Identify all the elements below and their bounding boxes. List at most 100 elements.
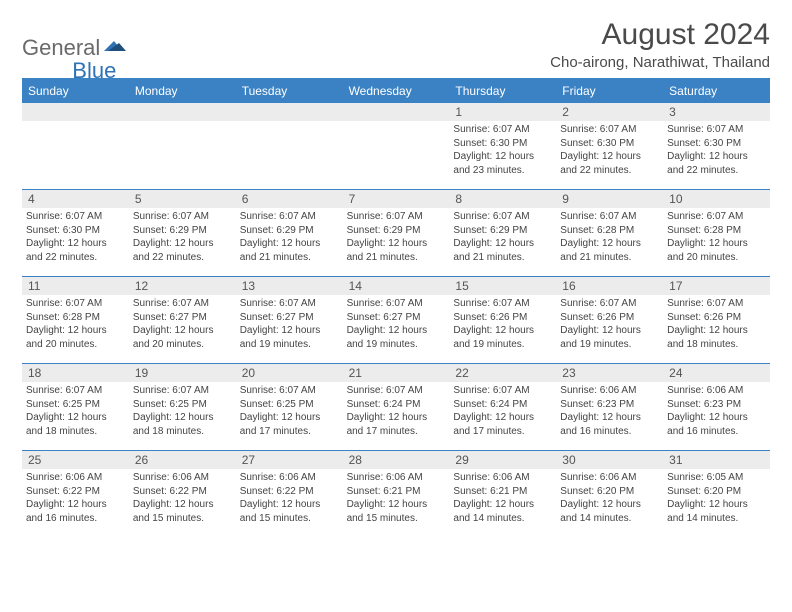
daylight-text: and 23 minutes. — [453, 164, 552, 178]
day-cell: 24Sunrise: 6:06 AMSunset: 6:23 PMDayligh… — [663, 364, 770, 450]
daylight-text: and 21 minutes. — [347, 251, 446, 265]
sunset-text: Sunset: 6:24 PM — [453, 398, 552, 412]
daylight-text: Daylight: 12 hours — [347, 237, 446, 251]
daylight-text: Daylight: 12 hours — [560, 498, 659, 512]
daylight-text: and 14 minutes. — [560, 512, 659, 526]
day-number: 10 — [663, 190, 770, 208]
sunrise-text: Sunrise: 6:06 AM — [560, 384, 659, 398]
sunset-text: Sunset: 6:27 PM — [240, 311, 339, 325]
daylight-text: Daylight: 12 hours — [240, 237, 339, 251]
daylight-text: and 14 minutes. — [453, 512, 552, 526]
day-number: 11 — [22, 277, 129, 295]
day-number: 13 — [236, 277, 343, 295]
week-row: 11Sunrise: 6:07 AMSunset: 6:28 PMDayligh… — [22, 276, 770, 363]
day-number — [22, 103, 129, 121]
weekday-header: Wednesday — [343, 80, 450, 102]
day-cell: 29Sunrise: 6:06 AMSunset: 6:21 PMDayligh… — [449, 451, 556, 537]
sunrise-text: Sunrise: 6:07 AM — [240, 297, 339, 311]
day-cell: 20Sunrise: 6:07 AMSunset: 6:25 PMDayligh… — [236, 364, 343, 450]
sunrise-text: Sunrise: 6:06 AM — [667, 384, 766, 398]
day-number: 25 — [22, 451, 129, 469]
daylight-text: Daylight: 12 hours — [26, 324, 125, 338]
sunset-text: Sunset: 6:26 PM — [560, 311, 659, 325]
daylight-text: Daylight: 12 hours — [667, 411, 766, 425]
daylight-text: and 19 minutes. — [453, 338, 552, 352]
day-cell: 2Sunrise: 6:07 AMSunset: 6:30 PMDaylight… — [556, 103, 663, 189]
daylight-text: Daylight: 12 hours — [560, 411, 659, 425]
day-number: 16 — [556, 277, 663, 295]
day-cell: 7Sunrise: 6:07 AMSunset: 6:29 PMDaylight… — [343, 190, 450, 276]
day-cell: 23Sunrise: 6:06 AMSunset: 6:23 PMDayligh… — [556, 364, 663, 450]
daylight-text: and 15 minutes. — [133, 512, 232, 526]
page-subtitle: Cho-airong, Narathiwat, Thailand — [550, 54, 770, 71]
daylight-text: and 22 minutes. — [560, 164, 659, 178]
day-cell — [22, 103, 129, 189]
daylight-text: and 22 minutes. — [133, 251, 232, 265]
day-number: 21 — [343, 364, 450, 382]
sunrise-text: Sunrise: 6:07 AM — [347, 384, 446, 398]
daylight-text: Daylight: 12 hours — [453, 324, 552, 338]
daylight-text: and 20 minutes. — [667, 251, 766, 265]
weekday-header: Friday — [556, 80, 663, 102]
daylight-text: Daylight: 12 hours — [453, 150, 552, 164]
daylight-text: and 18 minutes. — [133, 425, 232, 439]
daylight-text: and 22 minutes. — [667, 164, 766, 178]
day-cell: 10Sunrise: 6:07 AMSunset: 6:28 PMDayligh… — [663, 190, 770, 276]
sunset-text: Sunset: 6:29 PM — [347, 224, 446, 238]
sunrise-text: Sunrise: 6:07 AM — [133, 297, 232, 311]
calendar-grid: SundayMondayTuesdayWednesdayThursdayFrid… — [22, 78, 770, 537]
sunset-text: Sunset: 6:23 PM — [667, 398, 766, 412]
daylight-text: and 20 minutes. — [26, 338, 125, 352]
sunset-text: Sunset: 6:22 PM — [26, 485, 125, 499]
day-number: 2 — [556, 103, 663, 121]
sunrise-text: Sunrise: 6:07 AM — [560, 297, 659, 311]
sunrise-text: Sunrise: 6:07 AM — [26, 384, 125, 398]
daylight-text: and 16 minutes. — [667, 425, 766, 439]
daylight-text: Daylight: 12 hours — [133, 324, 232, 338]
day-cell: 5Sunrise: 6:07 AMSunset: 6:29 PMDaylight… — [129, 190, 236, 276]
day-cell: 4Sunrise: 6:07 AMSunset: 6:30 PMDaylight… — [22, 190, 129, 276]
day-cell: 28Sunrise: 6:06 AMSunset: 6:21 PMDayligh… — [343, 451, 450, 537]
day-number: 30 — [556, 451, 663, 469]
sunset-text: Sunset: 6:27 PM — [347, 311, 446, 325]
day-cell — [236, 103, 343, 189]
day-number: 29 — [449, 451, 556, 469]
day-number: 31 — [663, 451, 770, 469]
day-number — [129, 103, 236, 121]
sunrise-text: Sunrise: 6:07 AM — [240, 384, 339, 398]
sunrise-text: Sunrise: 6:07 AM — [133, 384, 232, 398]
daylight-text: Daylight: 12 hours — [667, 498, 766, 512]
sunrise-text: Sunrise: 6:07 AM — [667, 123, 766, 137]
daylight-text: Daylight: 12 hours — [347, 498, 446, 512]
day-cell: 18Sunrise: 6:07 AMSunset: 6:25 PMDayligh… — [22, 364, 129, 450]
day-number: 17 — [663, 277, 770, 295]
daylight-text: and 21 minutes. — [560, 251, 659, 265]
sunrise-text: Sunrise: 6:07 AM — [453, 123, 552, 137]
weekday-header: Monday — [129, 80, 236, 102]
day-number: 8 — [449, 190, 556, 208]
day-cell: 11Sunrise: 6:07 AMSunset: 6:28 PMDayligh… — [22, 277, 129, 363]
daylight-text: Daylight: 12 hours — [453, 411, 552, 425]
daylight-text: Daylight: 12 hours — [240, 498, 339, 512]
day-cell — [129, 103, 236, 189]
sunset-text: Sunset: 6:25 PM — [26, 398, 125, 412]
daylight-text: Daylight: 12 hours — [26, 411, 125, 425]
week-row: 25Sunrise: 6:06 AMSunset: 6:22 PMDayligh… — [22, 450, 770, 537]
daylight-text: Daylight: 12 hours — [453, 237, 552, 251]
day-number: 1 — [449, 103, 556, 121]
sunset-text: Sunset: 6:25 PM — [133, 398, 232, 412]
sunrise-text: Sunrise: 6:07 AM — [667, 297, 766, 311]
daylight-text: and 16 minutes. — [26, 512, 125, 526]
sunset-text: Sunset: 6:22 PM — [240, 485, 339, 499]
daylight-text: and 18 minutes. — [667, 338, 766, 352]
day-number: 26 — [129, 451, 236, 469]
sunset-text: Sunset: 6:26 PM — [453, 311, 552, 325]
day-number: 12 — [129, 277, 236, 295]
sunset-text: Sunset: 6:26 PM — [667, 311, 766, 325]
daylight-text: Daylight: 12 hours — [347, 411, 446, 425]
day-cell: 31Sunrise: 6:05 AMSunset: 6:20 PMDayligh… — [663, 451, 770, 537]
daylight-text: and 18 minutes. — [26, 425, 125, 439]
sunrise-text: Sunrise: 6:06 AM — [347, 471, 446, 485]
daylight-text: Daylight: 12 hours — [26, 498, 125, 512]
day-cell: 9Sunrise: 6:07 AMSunset: 6:28 PMDaylight… — [556, 190, 663, 276]
